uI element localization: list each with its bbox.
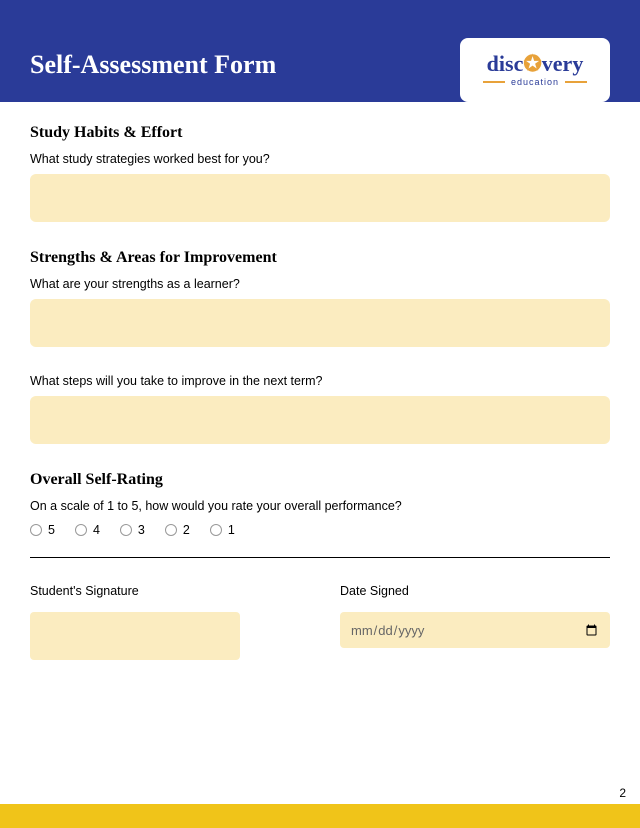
rating-option-1[interactable]: 1 <box>210 523 235 537</box>
section-title-rating: Overall Self-Rating <box>30 471 610 489</box>
page-number: 2 <box>619 786 626 800</box>
logo-star-icon: ✪ <box>523 51 541 76</box>
rating-label: 3 <box>138 523 145 537</box>
header: Self-Assessment Form disc✪very education <box>0 0 640 102</box>
signature-row: Student's Signature Date Signed <box>30 584 610 660</box>
logo: disc✪very education <box>460 38 610 102</box>
date-label: Date Signed <box>340 584 610 598</box>
input-strengths-2[interactable] <box>30 396 610 444</box>
footer-bar <box>0 804 640 828</box>
logo-text-pre: disc <box>487 51 524 76</box>
signature-column: Student's Signature <box>30 584 300 660</box>
signature-label: Student's Signature <box>30 584 300 598</box>
radio-icon <box>75 524 87 536</box>
input-strengths-1[interactable] <box>30 299 610 347</box>
signature-box[interactable] <box>30 612 240 660</box>
input-study-1[interactable] <box>30 174 610 222</box>
rating-label: 1 <box>228 523 235 537</box>
rating-option-5[interactable]: 5 <box>30 523 55 537</box>
question-study-1: What study strategies worked best for yo… <box>30 152 610 166</box>
question-strengths-2: What steps will you take to improve in t… <box>30 374 610 388</box>
date-column: Date Signed <box>340 584 610 660</box>
rating-label: 4 <box>93 523 100 537</box>
logo-main: disc✪very <box>487 53 584 75</box>
question-rating-1: On a scale of 1 to 5, how would you rate… <box>30 499 610 513</box>
rating-option-2[interactable]: 2 <box>165 523 190 537</box>
content: Study Habits & Effort What study strateg… <box>0 102 640 660</box>
radio-icon <box>120 524 132 536</box>
rating-label: 5 <box>48 523 55 537</box>
section-title-study: Study Habits & Effort <box>30 124 610 142</box>
logo-text-post: very <box>542 51 584 76</box>
logo-sub: education <box>483 77 587 87</box>
radio-icon <box>30 524 42 536</box>
radio-icon <box>210 524 222 536</box>
rating-label: 2 <box>183 523 190 537</box>
rating-option-4[interactable]: 4 <box>75 523 100 537</box>
rating-option-3[interactable]: 3 <box>120 523 145 537</box>
date-input[interactable] <box>340 612 610 648</box>
question-strengths-1: What are your strengths as a learner? <box>30 277 610 291</box>
section-title-strengths: Strengths & Areas for Improvement <box>30 249 610 267</box>
rating-options: 5 4 3 2 1 <box>30 523 610 537</box>
radio-icon <box>165 524 177 536</box>
divider <box>30 557 610 558</box>
